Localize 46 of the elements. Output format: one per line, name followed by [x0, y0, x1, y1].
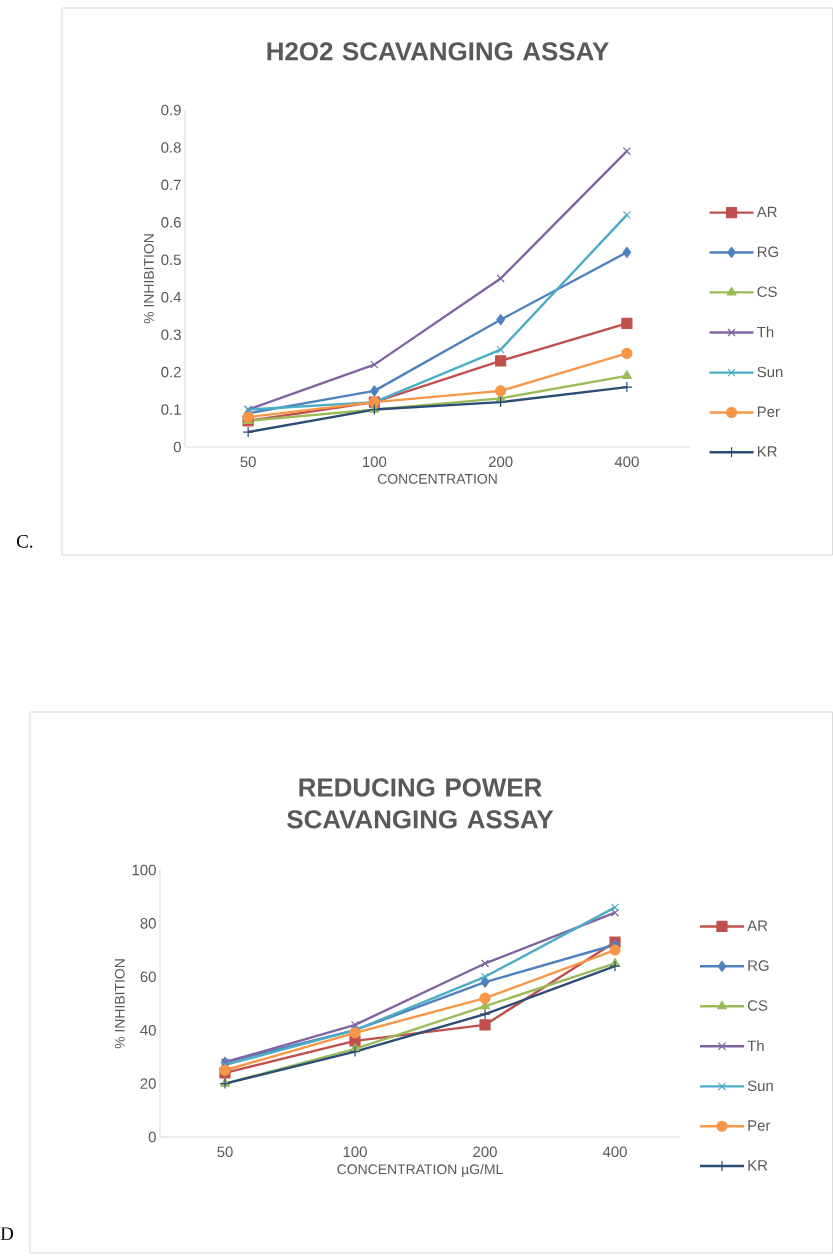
x-tick-label: 50 — [217, 1146, 233, 1158]
legend-label: RG — [757, 246, 779, 258]
x-tick-label: 400 — [602, 1146, 627, 1158]
legend-label: CS — [757, 286, 777, 298]
y-axis-title: % INHIBITION — [143, 234, 154, 324]
chart-title: REDUCING POWER SCAVANGING ASSAY — [287, 778, 554, 829]
y-tick-label: 0.1 — [161, 404, 181, 415]
y-tick-label: 0.8 — [161, 142, 181, 153]
x-tick-label: 50 — [240, 456, 256, 468]
legend-label: AR — [747, 920, 768, 931]
x-tick-label: 200 — [488, 456, 513, 468]
text: C. — [16, 535, 33, 548]
x-tick-label: 400 — [614, 456, 639, 468]
y-tick-label: 0.2 — [161, 366, 181, 378]
y-tick-label: 100 — [132, 864, 156, 876]
x-axis-title: CONCENTRATION µG/ML — [337, 1163, 503, 1177]
y-tick-label: 0.4 — [161, 291, 182, 303]
legend-label: Per — [748, 1120, 771, 1131]
legend-label: Sun — [757, 366, 783, 378]
y-tick-label: 0.9 — [161, 104, 181, 116]
text: D — [0, 1227, 14, 1240]
y-tick-label: 20 — [140, 1078, 156, 1089]
legend-label: Per — [757, 406, 780, 417]
legend-label: RG — [748, 960, 769, 971]
y-tick-label: 0 — [148, 1131, 156, 1143]
x-tick-label: 100 — [343, 1146, 367, 1158]
chart-title: H2O2 SCAVANGING ASSAY — [267, 42, 609, 61]
y-tick-label: 40 — [140, 1024, 156, 1036]
y-tick-label: 80 — [140, 918, 156, 929]
y-tick-label: 60 — [140, 971, 156, 983]
x-tick-label: 100 — [363, 456, 387, 468]
legend-label: Sun — [747, 1080, 773, 1092]
y-tick-label: 0.3 — [161, 329, 181, 340]
y-tick-label: 0.7 — [161, 179, 181, 191]
legend-label: AR — [756, 206, 777, 218]
legend-label: KR — [748, 1160, 768, 1171]
y-tick-label: 0.6 — [161, 217, 181, 228]
x-tick-label: 200 — [473, 1146, 497, 1158]
legend-label: Th — [747, 1040, 764, 1051]
legend-label: Th — [757, 326, 774, 338]
legend-label: KR — [757, 446, 777, 457]
y-axis-title: % INHIBITION — [114, 959, 125, 1049]
legend-label: CS — [747, 1000, 768, 1011]
y-tick-label: 0.5 — [161, 254, 181, 266]
x-axis-title: CONCENTRATION — [377, 473, 497, 484]
y-tick-label: 0 — [173, 441, 181, 453]
